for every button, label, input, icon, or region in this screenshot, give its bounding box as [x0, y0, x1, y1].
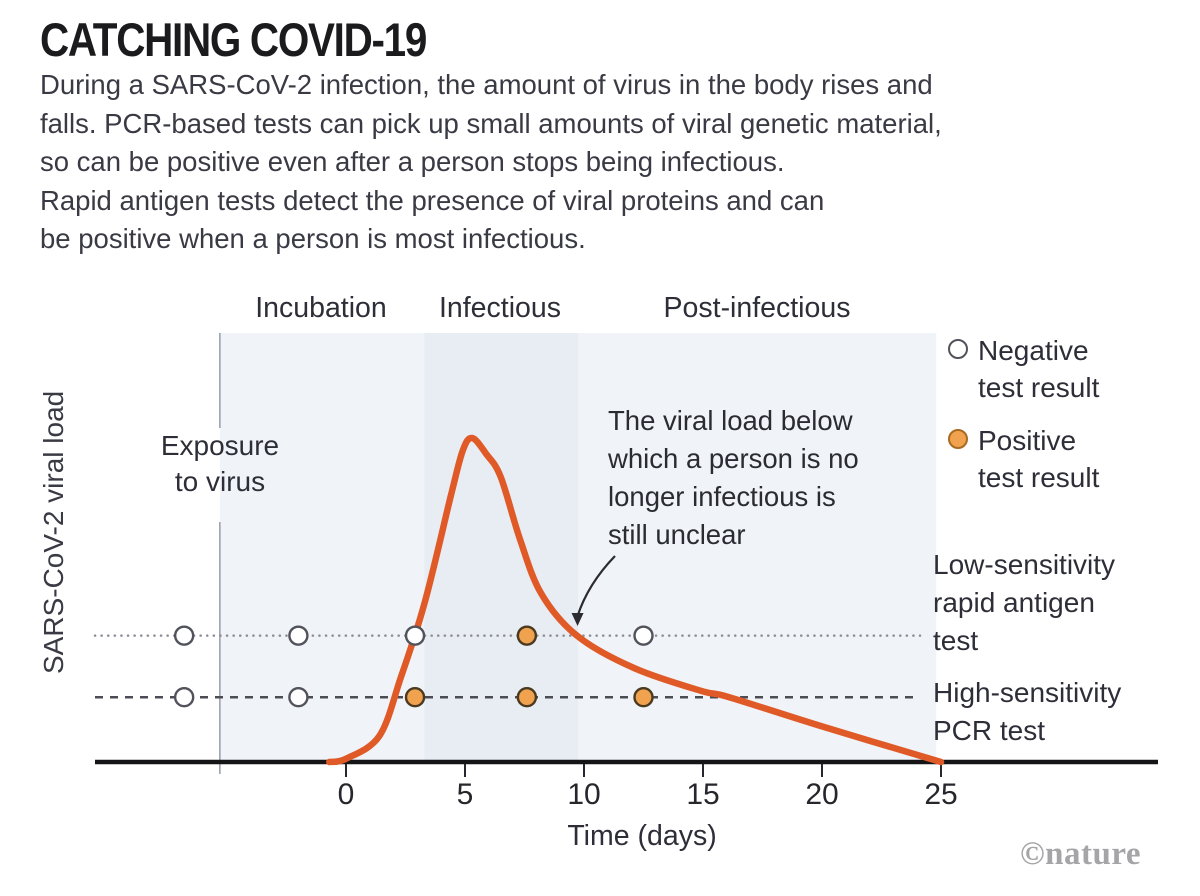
- pcr-threshold-label: High-sensitivity PCR test: [933, 677, 1122, 746]
- legend-item-negative: Negative test result: [948, 332, 1099, 406]
- y-axis-label: SARS-CoV-2 viral load: [38, 390, 69, 674]
- antigen-marker-negative: [404, 625, 426, 646]
- nature-watermark: ©nature: [1020, 836, 1142, 872]
- antigen-marker-negative: [288, 625, 309, 646]
- negative-result-icon: [948, 339, 968, 359]
- intro-paragraph: During a SARS-CoV-2 infection, the amoun…: [40, 69, 942, 254]
- exposure-label: Exposure to virus: [160, 430, 280, 497]
- legend-label-positive: Positive test result: [978, 425, 1100, 493]
- x-axis-label: Time (days): [567, 820, 717, 852]
- annotation-arrowhead: [571, 613, 584, 626]
- phase-band-incubation: [219, 333, 425, 760]
- phase-band-infectious: [424, 333, 579, 760]
- infographic-title: CATCHING COVID-19: [40, 13, 427, 66]
- antigen-marker-negative: [173, 625, 195, 646]
- pcr-marker-positive: [404, 687, 426, 708]
- x-tick-label: 15: [686, 778, 720, 811]
- legend: Negative test result Positive test resul…: [948, 332, 1099, 496]
- pcr-marker-negative: [288, 687, 309, 708]
- antigen-marker-positive: [516, 625, 538, 646]
- x-tick-label: 25: [924, 778, 958, 811]
- legend-label-negative: Negative test result: [978, 335, 1100, 403]
- x-tick-label: 10: [567, 778, 601, 811]
- x-tick-label: 20: [805, 778, 839, 811]
- x-tick-label: 0: [337, 778, 355, 811]
- positive-result-icon: [948, 429, 968, 449]
- phase-label-incubation: Incubation: [255, 292, 387, 324]
- antigen-marker-negative: [633, 625, 654, 646]
- pcr-marker-positive: [516, 687, 538, 708]
- pcr-marker-negative: [173, 687, 195, 708]
- phase-label-post-infectious: Post-infectious: [663, 292, 851, 324]
- pcr-marker-positive: [633, 687, 654, 708]
- phase-label-infectious: Infectious: [439, 292, 561, 324]
- antigen-threshold-label: Low-sensitivity rapid antigen test: [933, 549, 1116, 656]
- x-tick-label: 5: [456, 778, 474, 811]
- annotation-arrow: [576, 555, 616, 617]
- annotation-text: The viral load below which a person is n…: [608, 405, 859, 550]
- viral-load-curve: [326, 434, 945, 766]
- legend-item-positive: Positive test result: [948, 422, 1099, 496]
